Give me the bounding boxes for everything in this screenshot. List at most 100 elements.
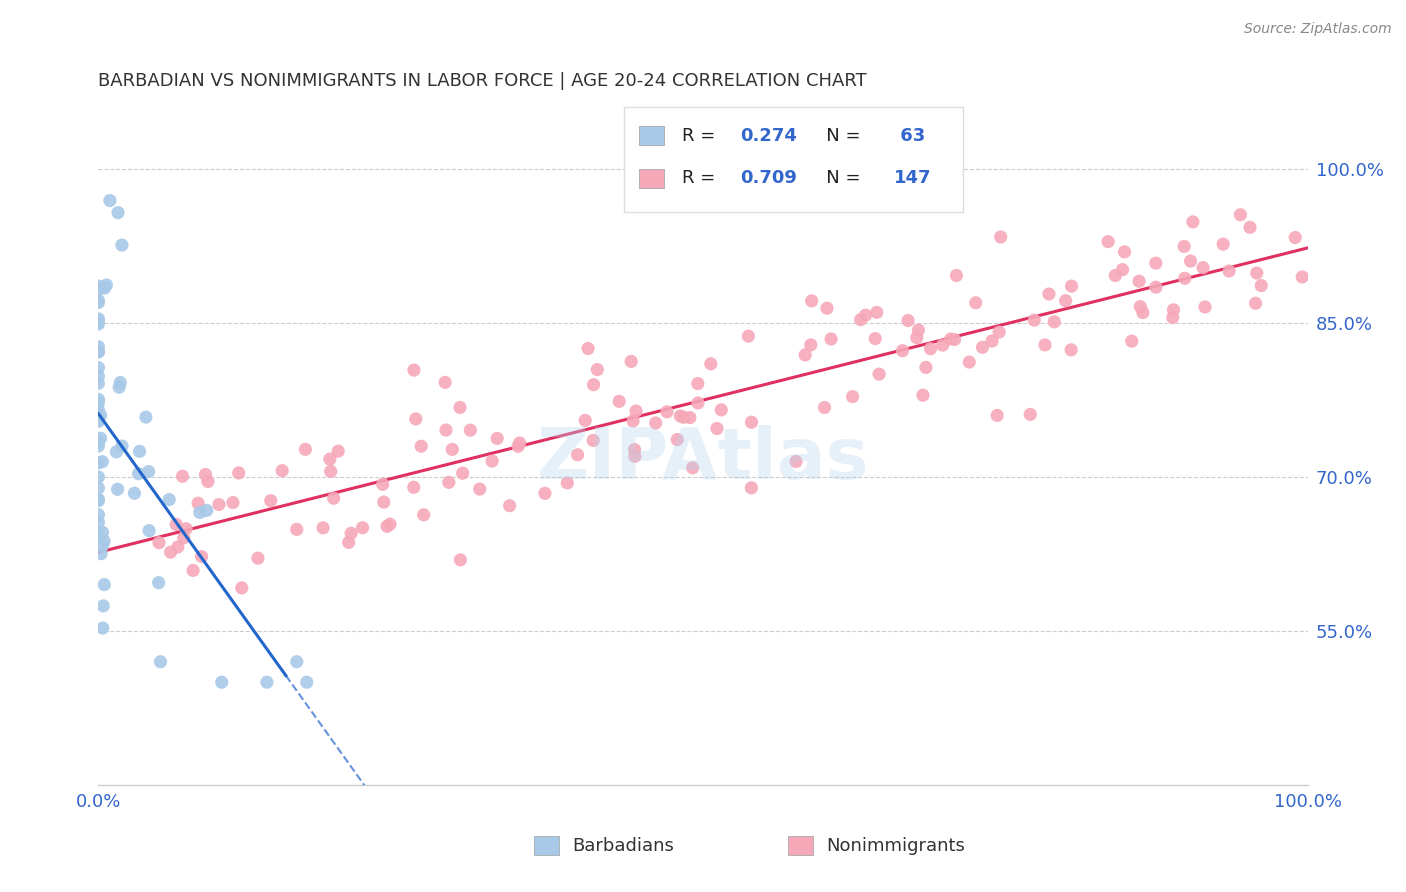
Point xyxy=(1181,215,1204,229)
Point xyxy=(371,477,394,491)
Text: R =: R = xyxy=(682,169,727,187)
Point xyxy=(322,491,344,506)
Point xyxy=(87,345,110,359)
FancyBboxPatch shape xyxy=(787,837,813,855)
Text: 63: 63 xyxy=(894,127,925,145)
Point xyxy=(256,675,278,690)
Text: 0.274: 0.274 xyxy=(741,127,797,145)
Point xyxy=(1180,254,1202,268)
Point xyxy=(815,301,838,316)
Point xyxy=(1194,300,1216,314)
Point xyxy=(352,521,374,535)
Point xyxy=(1239,220,1261,235)
Point xyxy=(1291,270,1313,285)
Point xyxy=(574,413,596,427)
Text: N =: N = xyxy=(810,127,866,145)
Point xyxy=(686,376,709,391)
Point xyxy=(449,401,471,415)
Point xyxy=(1054,293,1077,308)
Point xyxy=(534,486,557,500)
Point xyxy=(737,329,759,343)
Point xyxy=(246,551,269,566)
Point xyxy=(620,354,643,368)
Point xyxy=(90,409,112,423)
Point xyxy=(1024,313,1046,327)
Point xyxy=(1163,302,1185,317)
Point xyxy=(194,467,217,482)
Point xyxy=(107,483,129,497)
Point xyxy=(1114,244,1136,259)
Point xyxy=(108,380,131,394)
Point xyxy=(498,499,520,513)
Point xyxy=(849,312,872,326)
Point xyxy=(107,205,129,219)
Point xyxy=(87,311,110,326)
Point xyxy=(841,390,863,404)
Point xyxy=(624,404,647,418)
Point xyxy=(582,434,605,448)
Point xyxy=(1250,278,1272,293)
Point xyxy=(1144,256,1167,270)
Point xyxy=(93,577,115,591)
Point xyxy=(990,230,1012,244)
Point xyxy=(228,466,250,480)
Point xyxy=(231,581,253,595)
Text: BARBADIAN VS NONIMMIGRANTS IN LABOR FORCE | AGE 20-24 CORRELATION CHART: BARBADIAN VS NONIMMIGRANTS IN LABOR FORC… xyxy=(98,72,868,90)
Point xyxy=(672,410,695,425)
Point xyxy=(167,540,190,554)
Point xyxy=(907,323,929,337)
Point xyxy=(148,575,170,590)
Point xyxy=(586,362,609,376)
Point xyxy=(939,332,962,346)
Point xyxy=(91,455,114,469)
Point xyxy=(897,313,920,327)
Point xyxy=(582,377,605,392)
Point xyxy=(1212,237,1234,252)
Point xyxy=(820,332,842,346)
Point xyxy=(800,293,823,308)
Point xyxy=(965,295,987,310)
Point xyxy=(740,481,762,495)
Point xyxy=(481,454,503,468)
Point xyxy=(905,331,928,345)
Point xyxy=(260,493,283,508)
Point xyxy=(986,409,1008,423)
Point xyxy=(669,409,692,423)
Point xyxy=(1174,271,1197,285)
Point xyxy=(509,436,531,450)
Point xyxy=(319,464,342,478)
Point xyxy=(173,531,195,545)
Point xyxy=(402,480,425,494)
Text: Barbadians: Barbadians xyxy=(572,837,675,855)
Point xyxy=(1284,230,1306,244)
Point xyxy=(148,535,170,549)
Point xyxy=(1244,296,1267,310)
Point xyxy=(91,538,114,552)
Point xyxy=(87,376,110,391)
Point xyxy=(174,522,197,536)
Point xyxy=(87,396,110,410)
Point xyxy=(128,444,150,458)
FancyBboxPatch shape xyxy=(638,126,664,145)
Text: 0.709: 0.709 xyxy=(741,169,797,187)
Point xyxy=(98,194,121,208)
Point xyxy=(195,503,218,517)
Point xyxy=(187,496,209,510)
Point xyxy=(271,464,294,478)
Point xyxy=(340,526,363,541)
Point xyxy=(87,317,110,331)
Point xyxy=(91,621,114,635)
Point xyxy=(644,416,666,430)
Point xyxy=(555,475,578,490)
Point xyxy=(337,535,360,549)
Point xyxy=(710,403,733,417)
Text: R =: R = xyxy=(682,127,727,145)
Point xyxy=(87,392,110,407)
Point xyxy=(87,295,110,310)
Point xyxy=(285,655,308,669)
Point xyxy=(165,517,187,532)
Point xyxy=(1043,315,1066,329)
Point xyxy=(1033,338,1056,352)
Text: ZIPAtlas: ZIPAtlas xyxy=(537,425,869,494)
Point xyxy=(794,348,817,362)
